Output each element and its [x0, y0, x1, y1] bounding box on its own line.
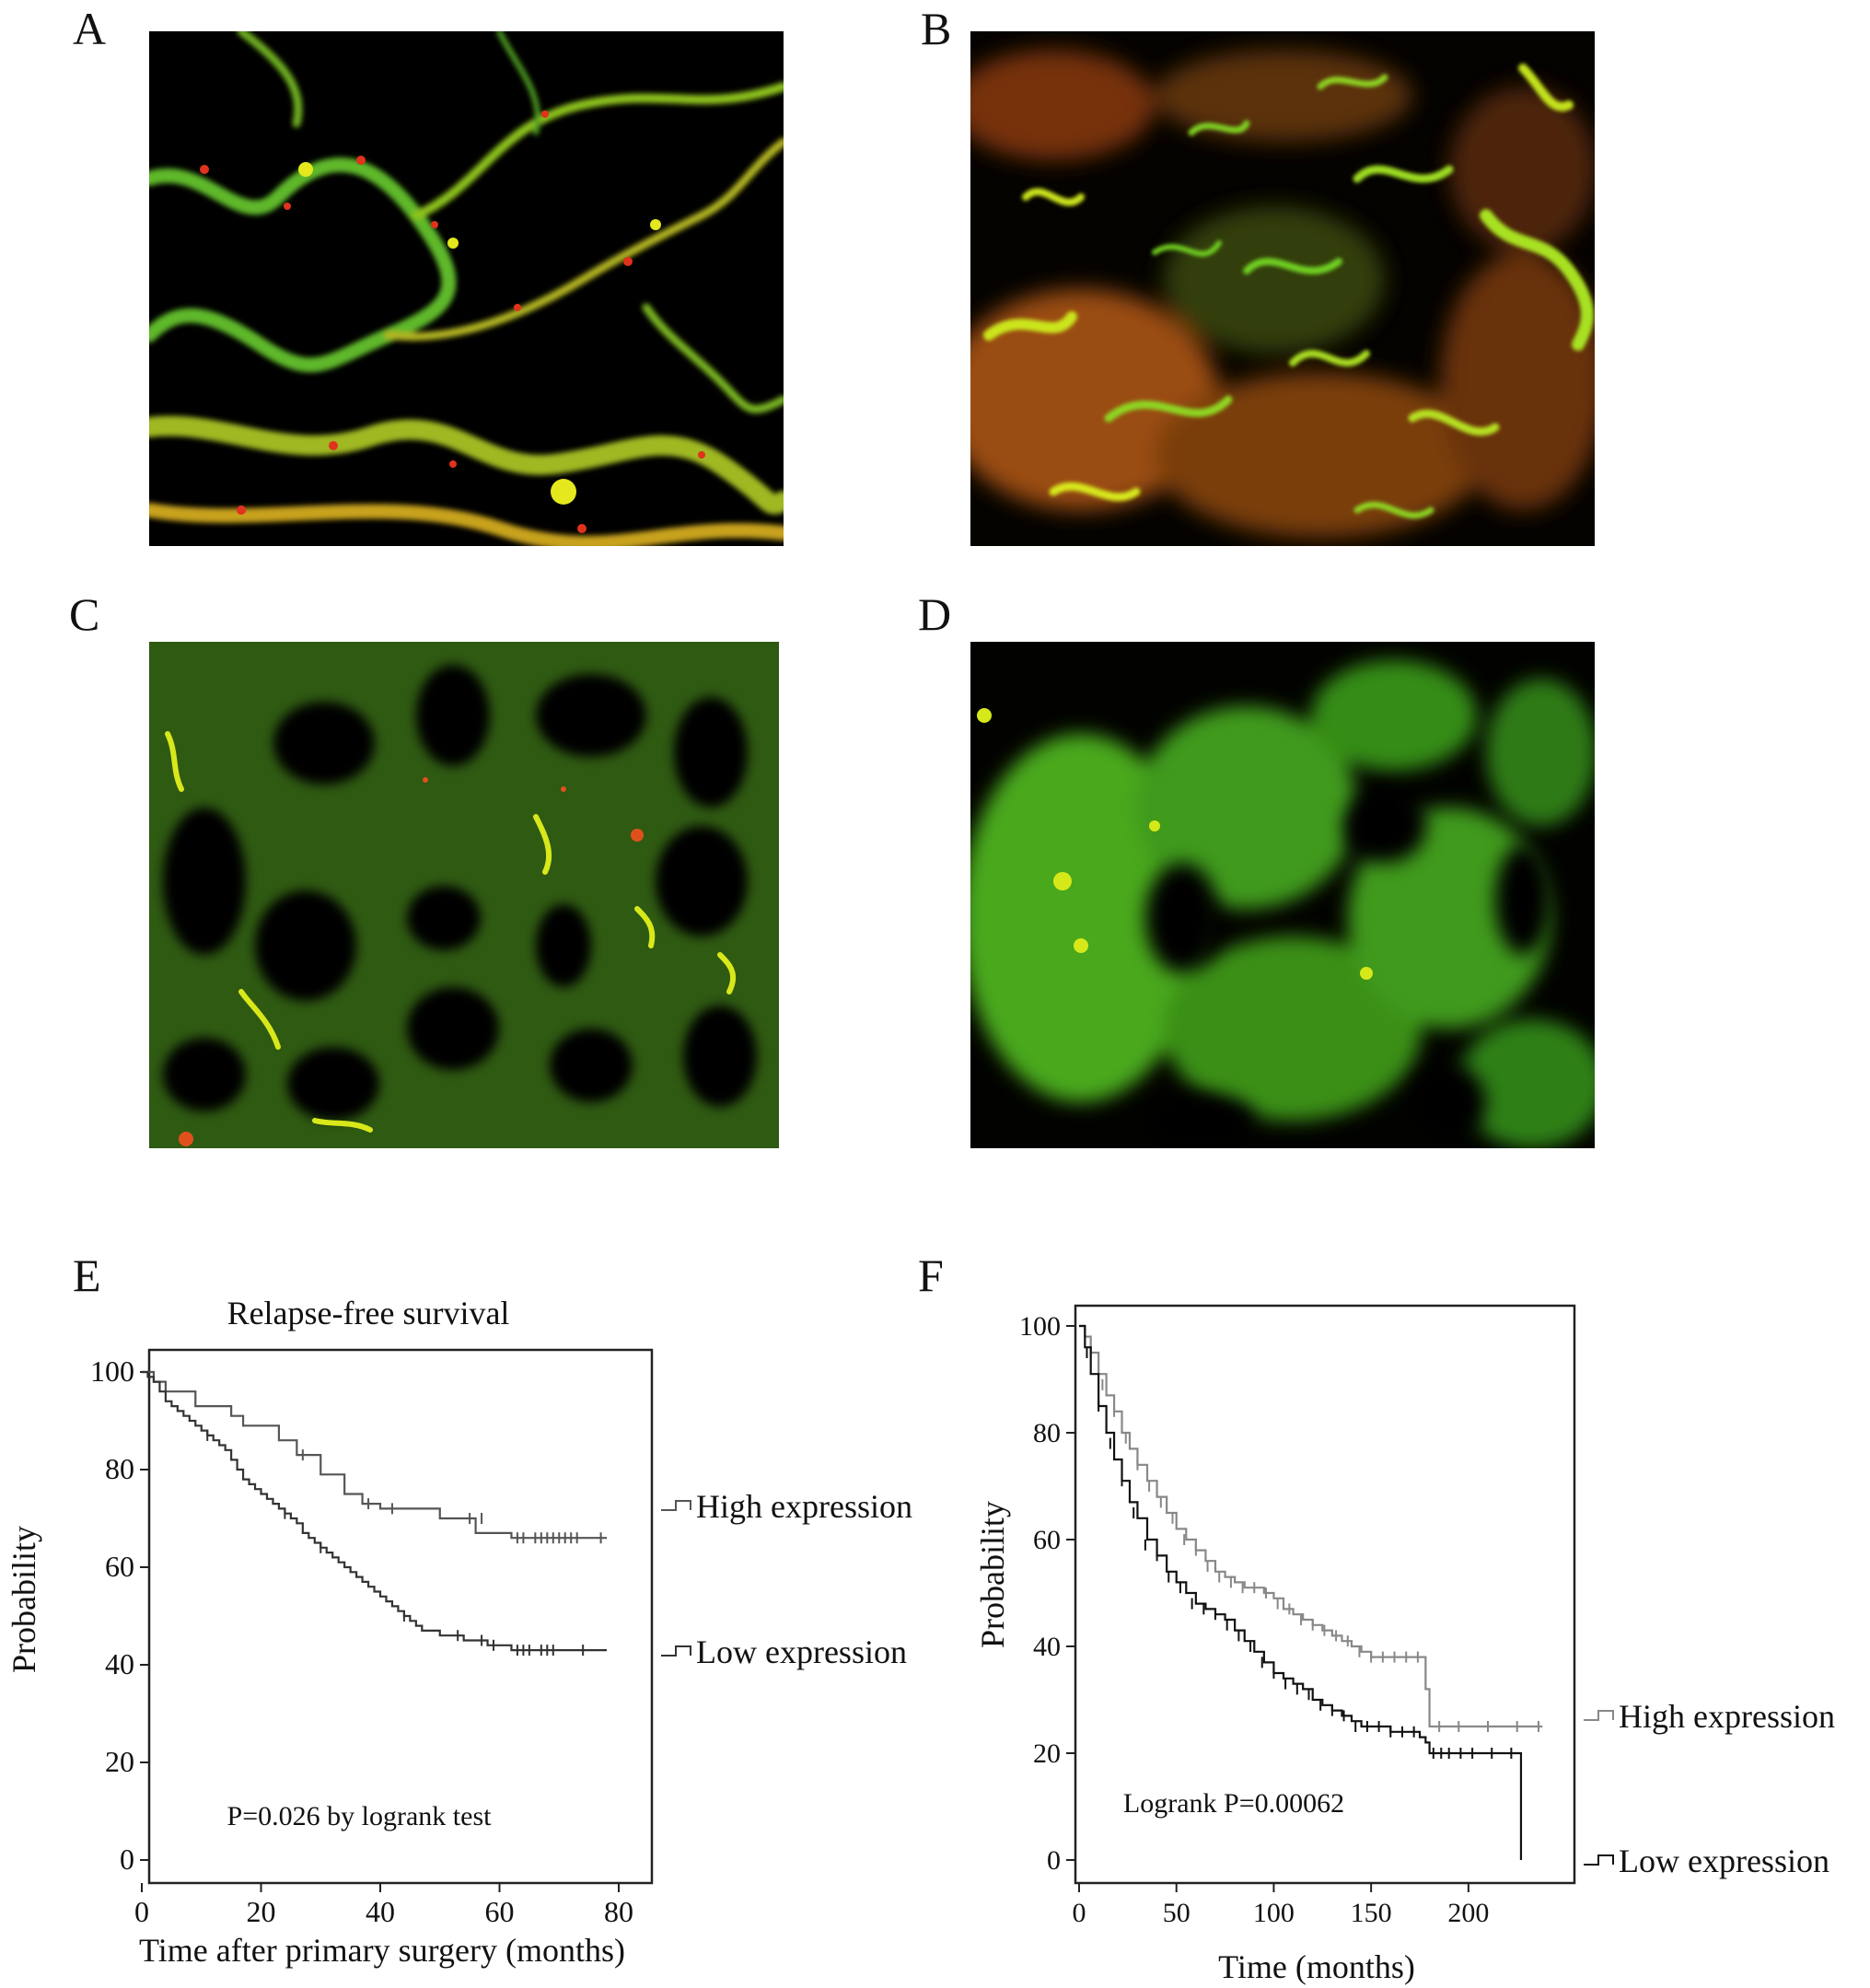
x-tick-label: 100	[1253, 1898, 1295, 1928]
plot-frame	[147, 1348, 654, 1885]
y-tick-label: 20	[1033, 1738, 1061, 1769]
y-tick-label: 40	[1033, 1632, 1061, 1662]
panel-label-a: A	[73, 3, 107, 54]
legend-label: Low expression	[1619, 1843, 1829, 1879]
panel-label-b: B	[921, 3, 952, 54]
panel-label-d: D	[918, 588, 952, 640]
series-low-expression: Low expression	[1079, 1324, 1829, 1879]
y-axis-label: Probability	[6, 1526, 42, 1673]
micrograph-b-image	[970, 31, 1595, 546]
y-tick-label: 80	[105, 1452, 134, 1485]
y-tick-label: 100	[1019, 1311, 1061, 1342]
survival-curve	[1079, 1324, 1523, 1860]
survival-chart-f: 0 20 40 60 80 100 0 50 100 150 200 Time (months) Pro…	[974, 1304, 1835, 1985]
x-tick-label: 80	[604, 1895, 633, 1928]
series-low-expression: Low expression	[142, 1370, 907, 1670]
panel-label-e: E	[73, 1250, 101, 1301]
y-tick-label: 0	[1047, 1845, 1061, 1876]
series-high-expression: High expression	[142, 1370, 912, 1544]
legend-swatch	[661, 1500, 691, 1511]
plot-frame	[1074, 1304, 1576, 1885]
x-tick-label: 200	[1447, 1898, 1489, 1928]
x-tick-label: 0	[134, 1895, 149, 1928]
panel-label-c: C	[69, 588, 100, 640]
micrograph-b	[970, 31, 1595, 546]
y-tick-label: 60	[1033, 1525, 1061, 1555]
y-axis-label: Probability	[974, 1501, 1011, 1648]
y-tick-label: 100	[90, 1354, 134, 1388]
y-tick-label: 40	[105, 1647, 134, 1680]
y-tick-label: 60	[105, 1550, 134, 1583]
x-tick-label: 60	[485, 1895, 515, 1928]
y-tick-label: 0	[120, 1843, 134, 1876]
x-tick-label: 50	[1163, 1898, 1191, 1928]
legend-label: Low expression	[696, 1633, 907, 1670]
y-tick-label: 80	[1033, 1418, 1061, 1448]
y-tick-label: 20	[105, 1745, 134, 1778]
panel-label-f: F	[918, 1250, 944, 1301]
x-axis-label: Time after primary surgery (months)	[139, 1932, 625, 1969]
micrograph-a-image	[149, 31, 784, 546]
micrograph-d	[970, 642, 1595, 1148]
legend-label: High expression	[1619, 1698, 1835, 1735]
legend-label: High expression	[696, 1488, 912, 1525]
micrograph-a	[149, 31, 784, 546]
micrograph-c	[149, 642, 779, 1148]
micrograph-d-image	[970, 642, 1595, 1148]
survival-curve	[142, 1370, 608, 1540]
survival-chart-e: 0 20 40 60 80 100 0 20 40 60 80 Relapse-free surviv…	[6, 1295, 912, 1969]
legend-swatch	[661, 1645, 691, 1657]
survival-curve	[1079, 1324, 1543, 1728]
survival-curve	[142, 1370, 608, 1652]
x-tick-label: 20	[247, 1895, 276, 1928]
legend-swatch	[1584, 1710, 1614, 1721]
x-tick-label: 0	[1073, 1898, 1086, 1928]
legend-swatch	[1584, 1854, 1614, 1866]
chart-title: Relapse-free survival	[227, 1295, 510, 1331]
logrank-annotation: P=0.026 by logrank test	[227, 1801, 493, 1831]
x-axis-label: Time (months)	[1218, 1948, 1415, 1985]
x-tick-label: 40	[366, 1895, 395, 1928]
micrograph-c-image	[149, 642, 779, 1148]
x-tick-label: 150	[1351, 1898, 1392, 1928]
logrank-annotation: Logrank P=0.00062	[1123, 1788, 1344, 1819]
series-high-expression: High expression	[1079, 1324, 1835, 1735]
